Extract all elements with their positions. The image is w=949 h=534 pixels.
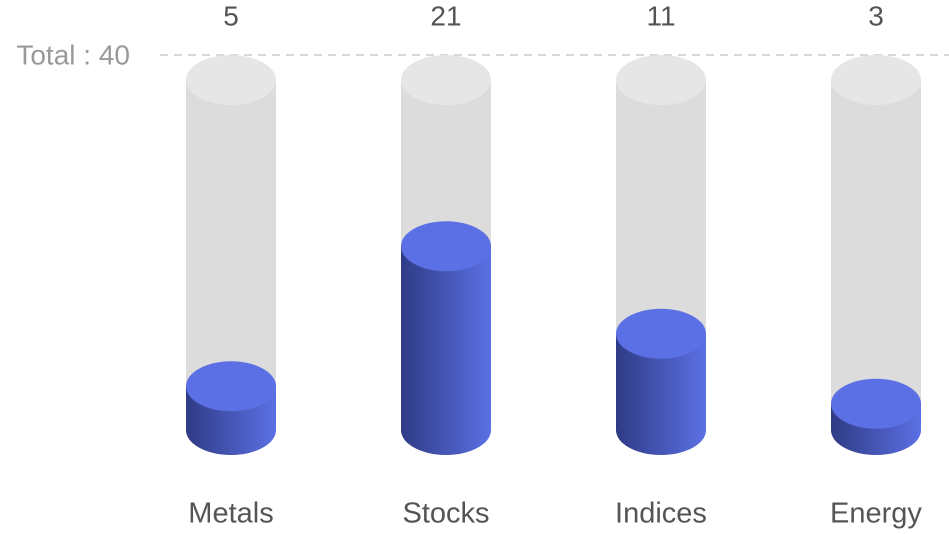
cylinder-top <box>616 308 706 359</box>
cylinder-top <box>186 361 276 412</box>
track-top <box>831 55 921 105</box>
x-tick-label: Energy <box>830 498 922 530</box>
value-label: 5 <box>223 0 239 31</box>
value-label: 11 <box>646 0 675 31</box>
cylinder-side <box>616 333 706 455</box>
cylinder-side <box>401 246 491 455</box>
cylinder-top <box>831 378 921 429</box>
x-tick-label: Stocks <box>402 498 489 530</box>
track-top <box>186 55 276 105</box>
track-top <box>616 55 706 105</box>
x-tick-label: Metals <box>188 498 273 530</box>
value-label: 3 <box>868 0 884 31</box>
value-label: 21 <box>430 0 461 31</box>
track-side <box>186 80 276 455</box>
y-tick-label: Total : 40 <box>16 39 130 70</box>
track-top <box>401 55 491 105</box>
track-side <box>831 80 921 455</box>
x-tick-label: Indices <box>615 498 707 530</box>
cylinder-top <box>401 221 491 272</box>
